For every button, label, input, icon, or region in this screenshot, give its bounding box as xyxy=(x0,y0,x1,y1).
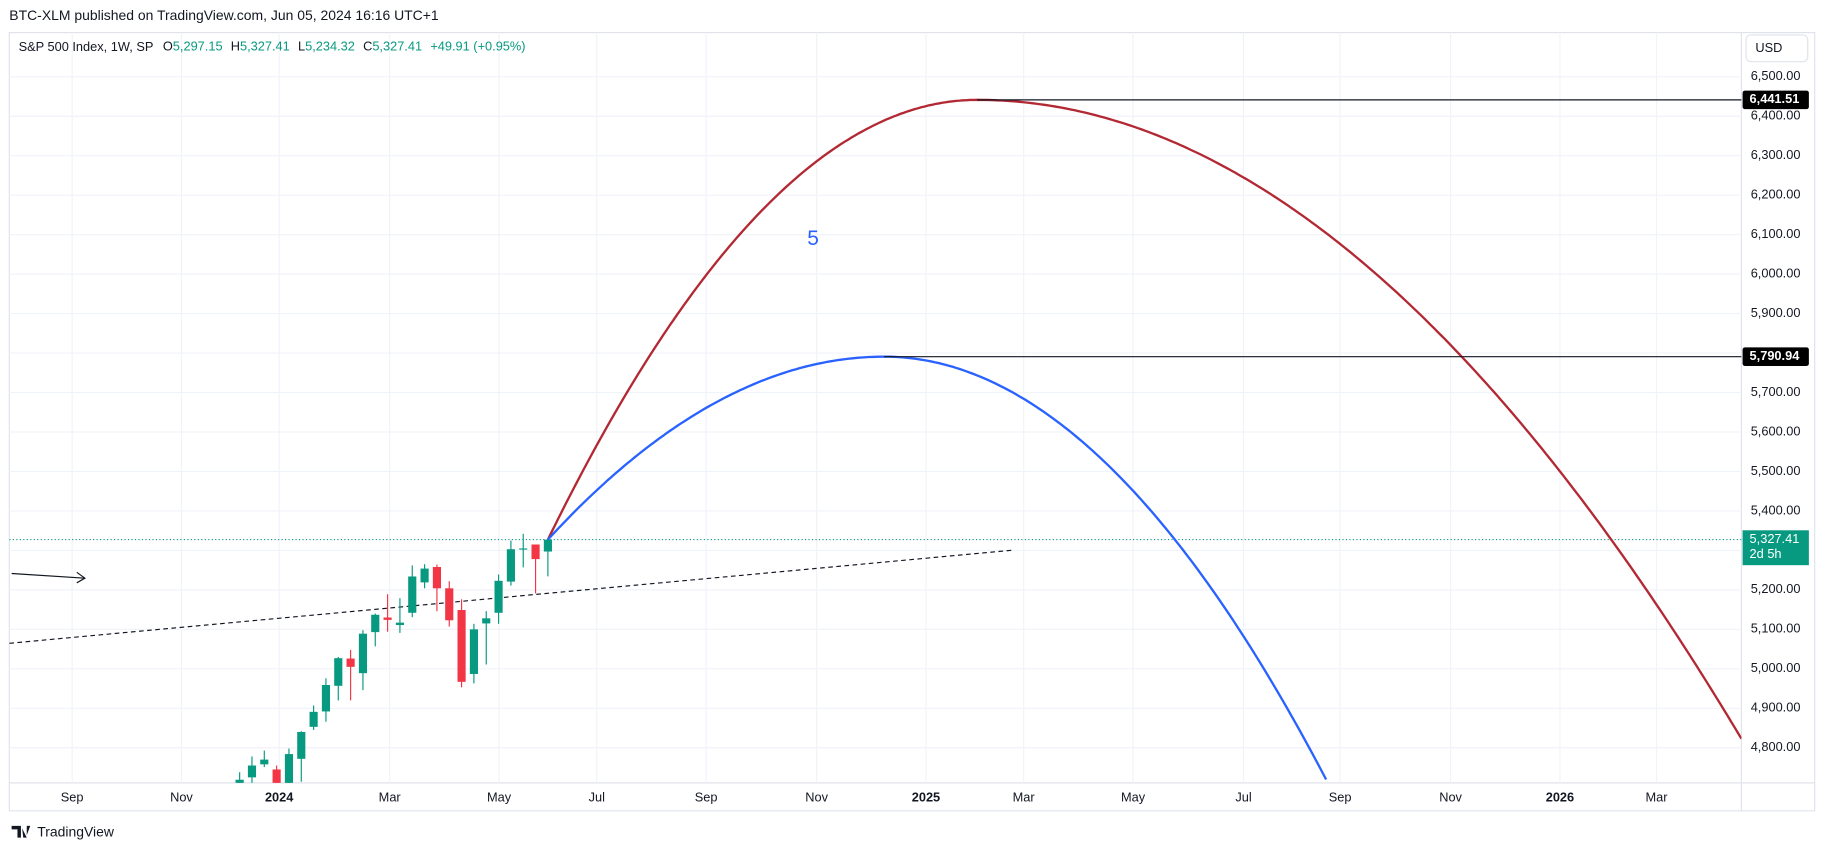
legend-value: 5,327.41 xyxy=(372,39,422,54)
legend-ohlc: O5,297.15 H5,327.41 L5,234.32 C5,327.41 … xyxy=(163,39,526,54)
x-tick-label: Nov xyxy=(1439,789,1462,804)
candle-body xyxy=(334,658,343,686)
candle-body xyxy=(297,731,306,759)
y-tick-label: 5,600.00 xyxy=(1751,423,1801,438)
arrow-line xyxy=(11,572,85,579)
legend-label: O xyxy=(163,39,173,54)
y-tick-label: 6,000.00 xyxy=(1751,266,1801,281)
y-tick-label: 5,500.00 xyxy=(1751,463,1801,478)
candle-body xyxy=(247,765,257,778)
candle-body xyxy=(457,610,466,682)
arrow-head xyxy=(76,571,86,584)
x-tick-label: Sep xyxy=(1329,789,1352,804)
currency-box[interactable] xyxy=(1745,34,1809,63)
candle-body xyxy=(260,759,269,765)
candle-body xyxy=(383,617,392,620)
candle-body xyxy=(519,548,528,550)
y-tick-label: 6,400.00 xyxy=(1751,108,1801,123)
level-badge xyxy=(1742,347,1809,366)
countdown-label: 2d 5h xyxy=(1750,546,1782,561)
legend-symbol: S&P 500 Index, 1W, SP xyxy=(19,39,154,54)
x-tick-label: 2026 xyxy=(1546,789,1574,804)
y-tick-label: 5,900.00 xyxy=(1751,305,1801,320)
x-tick-label: Mar xyxy=(379,789,402,804)
candle-body xyxy=(494,580,503,613)
x-tick-label: May xyxy=(487,789,512,804)
candle-body xyxy=(482,618,491,624)
y-tick-label: 5,700.00 xyxy=(1751,384,1801,399)
logo-icon[interactable] xyxy=(11,825,31,838)
candle-body xyxy=(543,539,552,552)
candle-body xyxy=(395,622,405,626)
y-tick-label: 4,800.00 xyxy=(1751,739,1801,754)
x-tick-label: Mar xyxy=(1645,789,1668,804)
candle-body xyxy=(371,614,380,633)
x-tick-label: Mar xyxy=(1013,789,1036,804)
legend-label: H xyxy=(231,39,240,54)
candle-body xyxy=(321,685,331,712)
x-tick-label: Jul xyxy=(1235,789,1251,804)
candle-body xyxy=(284,754,294,783)
y-tick-label: 5,400.00 xyxy=(1751,502,1801,517)
candle-body xyxy=(272,769,281,783)
y-tick-label: 5,200.00 xyxy=(1751,581,1801,596)
x-tick-label: Sep xyxy=(695,789,718,804)
y-tick-label: 5,000.00 xyxy=(1751,660,1801,675)
level-label: 5,790.94 xyxy=(1750,348,1801,363)
currency-button[interactable]: USD xyxy=(1745,34,1809,63)
currency-label[interactable]: USD xyxy=(1755,40,1782,55)
logo[interactable]: TradingView xyxy=(11,824,115,840)
legend-label: L xyxy=(298,39,305,54)
x-tick-label: 2024 xyxy=(265,789,294,804)
y-tick-label: 6,100.00 xyxy=(1751,226,1801,241)
y-tick-label: 5,100.00 xyxy=(1751,621,1801,636)
last-price-label: 5,327.41 xyxy=(1750,531,1800,546)
y-tick-label: 6,500.00 xyxy=(1751,68,1801,83)
legend-value: 5,297.15 xyxy=(173,39,223,54)
level-badge xyxy=(1742,90,1809,110)
candle-body xyxy=(235,779,244,783)
candle-body xyxy=(358,633,368,674)
candle-body xyxy=(531,544,540,560)
projection-arc xyxy=(546,98,1742,740)
legend-change: +49.91 (+0.95%) xyxy=(430,39,525,54)
x-tick-label: Jul xyxy=(589,789,605,804)
legend-value: 5,234.32 xyxy=(305,39,355,54)
y-tick-label: 4,900.00 xyxy=(1751,700,1801,715)
candle-body xyxy=(469,629,478,674)
chart-frame xyxy=(8,32,1816,812)
x-tick-label: Nov xyxy=(805,789,828,804)
wave-label: 5 xyxy=(807,227,819,250)
header: BTC-XLM published on TradingView.com, Ju… xyxy=(9,7,439,23)
level-label: 6,441.51 xyxy=(1750,91,1800,106)
candle-body xyxy=(309,711,318,727)
last-price-badge xyxy=(1742,530,1809,566)
x-tick-label: May xyxy=(1121,789,1146,804)
candle-body xyxy=(346,658,355,667)
candle-body xyxy=(420,568,429,583)
trend-line xyxy=(9,549,1013,644)
candle-body xyxy=(408,576,417,613)
logo-text[interactable]: TradingView xyxy=(37,824,115,840)
y-tick-label: 6,300.00 xyxy=(1751,147,1801,162)
x-tick-label: Nov xyxy=(170,789,193,804)
candle-body xyxy=(506,549,515,582)
candle-body xyxy=(432,566,441,589)
legend-label: C xyxy=(363,39,372,54)
y-tick-label: 6,200.00 xyxy=(1751,187,1801,202)
x-tick-label: Sep xyxy=(61,789,84,804)
projection-arc xyxy=(547,355,1328,781)
x-tick-label: 2025 xyxy=(912,789,940,804)
candle-body xyxy=(445,588,454,621)
legend-value: 5,327.41 xyxy=(240,39,290,54)
